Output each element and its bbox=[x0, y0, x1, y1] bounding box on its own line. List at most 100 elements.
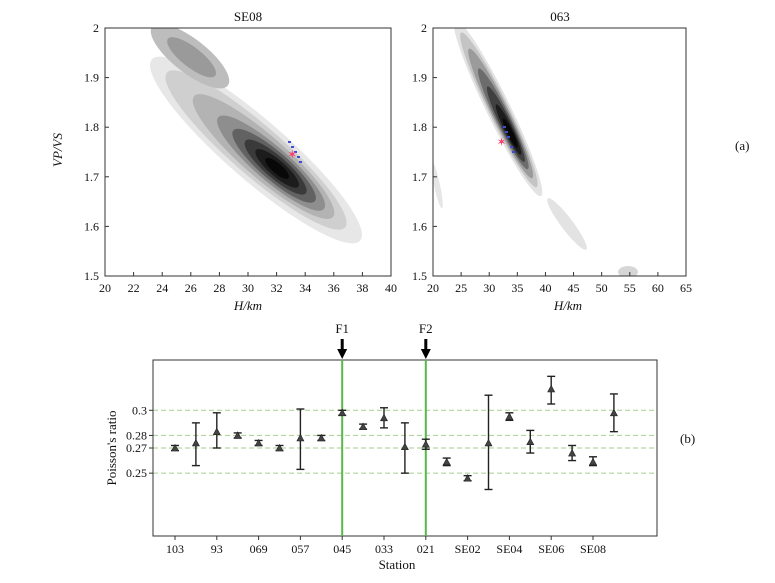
value-marker bbox=[296, 433, 305, 442]
value-marker bbox=[254, 438, 263, 447]
se08-xtick-label: 26 bbox=[185, 281, 197, 295]
station-point bbox=[254, 438, 263, 447]
063-ytick-label: 1.6 bbox=[412, 219, 427, 233]
station-tick-label: 93 bbox=[211, 542, 223, 556]
value-marker bbox=[442, 457, 451, 466]
se08-xtick-label: 30 bbox=[242, 281, 254, 295]
063-ytick-label: 1.8 bbox=[412, 120, 427, 134]
station-point bbox=[212, 412, 221, 449]
station-point bbox=[588, 456, 598, 467]
station-point bbox=[400, 422, 409, 474]
value-marker bbox=[379, 413, 389, 422]
se08-ytick-label: 1.9 bbox=[84, 71, 99, 85]
value-marker bbox=[170, 443, 180, 452]
se08-title: SE08 bbox=[234, 9, 262, 24]
poisson-ytick-label: 0.27 bbox=[126, 441, 147, 455]
value-marker bbox=[191, 438, 200, 447]
063-ytick-label: 2 bbox=[421, 21, 427, 35]
station-point bbox=[233, 431, 242, 439]
station-tick-label: 045 bbox=[333, 542, 351, 556]
station-point bbox=[359, 422, 368, 430]
063-xtick-label: 60 bbox=[652, 281, 664, 295]
se08-xtick-label: 40 bbox=[385, 281, 397, 295]
se08-xtick-label: 22 bbox=[128, 281, 140, 295]
063-xtick-label: 55 bbox=[624, 281, 636, 295]
value-marker bbox=[609, 408, 618, 417]
063-best-fit-marker: ✶ bbox=[497, 135, 507, 149]
station-point bbox=[568, 444, 577, 462]
se08-ytick-label: 2 bbox=[93, 21, 99, 35]
station-point bbox=[463, 474, 472, 482]
063-best-cluster bbox=[503, 126, 515, 153]
station-point bbox=[170, 443, 180, 452]
fault-arrow-head bbox=[420, 349, 431, 359]
063-xtick-label: 20 bbox=[427, 281, 439, 295]
se08-contours: ✶ bbox=[150, 28, 362, 244]
fault-label: F2 bbox=[419, 321, 433, 336]
value-marker bbox=[421, 440, 430, 448]
se08-ylabel: VP/VS bbox=[50, 133, 65, 167]
063-xtick-label: 25 bbox=[455, 281, 467, 295]
063-xtick-label: 35 bbox=[511, 281, 523, 295]
se08-xtick-label: 32 bbox=[271, 281, 283, 295]
se08-xtick-label: 38 bbox=[356, 281, 368, 295]
se08-best-fit-star: ✶ bbox=[287, 147, 297, 161]
station-tick-label: 103 bbox=[166, 542, 184, 556]
se08-xtick-label: 34 bbox=[299, 281, 311, 295]
poisson-ytick-label: 0.3 bbox=[132, 403, 147, 417]
063-xtick-label: 30 bbox=[483, 281, 495, 295]
station-tick-label: SE06 bbox=[538, 542, 564, 556]
panel-label-a: (a) bbox=[735, 138, 749, 153]
063-xtick-label: 50 bbox=[596, 281, 608, 295]
se08-best-cluster bbox=[288, 141, 302, 163]
value-marker bbox=[588, 457, 598, 466]
panel-label-b: (b) bbox=[680, 431, 695, 446]
station-point bbox=[484, 394, 493, 491]
se08-xtick-label: 28 bbox=[213, 281, 225, 295]
value-marker bbox=[484, 438, 493, 447]
station-point bbox=[379, 407, 389, 429]
value-marker bbox=[275, 443, 284, 452]
value-marker bbox=[338, 408, 347, 417]
se08-xtick-label: 24 bbox=[156, 281, 168, 295]
value-marker bbox=[568, 448, 577, 457]
063-xtick-label: 45 bbox=[568, 281, 580, 295]
poisson-ylabel: Poisson's ratio bbox=[104, 411, 119, 486]
station-point bbox=[526, 429, 535, 454]
station-point bbox=[421, 438, 430, 450]
station-point bbox=[296, 408, 305, 471]
se08-xtick-label: 36 bbox=[328, 281, 340, 295]
063-axes-box bbox=[432, 27, 687, 277]
panel-063: ✶ 20 25 30 35 40 45 50 55 60 65 1.5 1.6 1.7 1.8 1.9 2 0… bbox=[412, 9, 692, 313]
value-marker bbox=[212, 427, 221, 435]
063-contours: ✶ bbox=[433, 28, 638, 276]
se08-ytick-label: 1.8 bbox=[84, 120, 99, 134]
063-xtick-label: 40 bbox=[539, 281, 551, 295]
se08-best-fit-marker: ✶ bbox=[287, 147, 297, 161]
station-tick-label: SE02 bbox=[455, 542, 481, 556]
panel-se08: ✶ 20 22 24 26 28 30 32 34 36 38 40 1.5 1.6 1.7 1.8 1.9 2… bbox=[50, 9, 397, 313]
value-marker bbox=[233, 431, 242, 439]
063-ytick-label: 1.5 bbox=[412, 269, 427, 283]
station-point bbox=[442, 457, 451, 467]
se08-xtick-label: 20 bbox=[99, 281, 111, 295]
063-best-fit-star: ✶ bbox=[497, 135, 507, 149]
se08-ytick-label: 1.7 bbox=[84, 170, 99, 184]
063-ytick-label: 1.7 bbox=[412, 170, 427, 184]
se08-xlabel: H/km bbox=[233, 298, 262, 313]
station-point bbox=[275, 443, 284, 452]
station-tick-label: 021 bbox=[417, 542, 435, 556]
station-point bbox=[338, 408, 347, 417]
station-tick-label: SE04 bbox=[496, 542, 522, 556]
station-point bbox=[505, 412, 514, 422]
063-ytick-label: 1.9 bbox=[412, 71, 427, 85]
panel-poisson: F1 F2 0.25 0.270.28 0.3 103 93 069 057 045 033 021… bbox=[104, 321, 658, 572]
value-marker bbox=[547, 384, 556, 393]
station-tick-label: 033 bbox=[375, 542, 393, 556]
station-point bbox=[317, 433, 326, 442]
se08-ytick-label: 1.5 bbox=[84, 269, 99, 283]
value-marker bbox=[317, 433, 326, 442]
se08-ytick-label: 1.6 bbox=[84, 219, 99, 233]
fault-label: F1 bbox=[335, 321, 349, 336]
